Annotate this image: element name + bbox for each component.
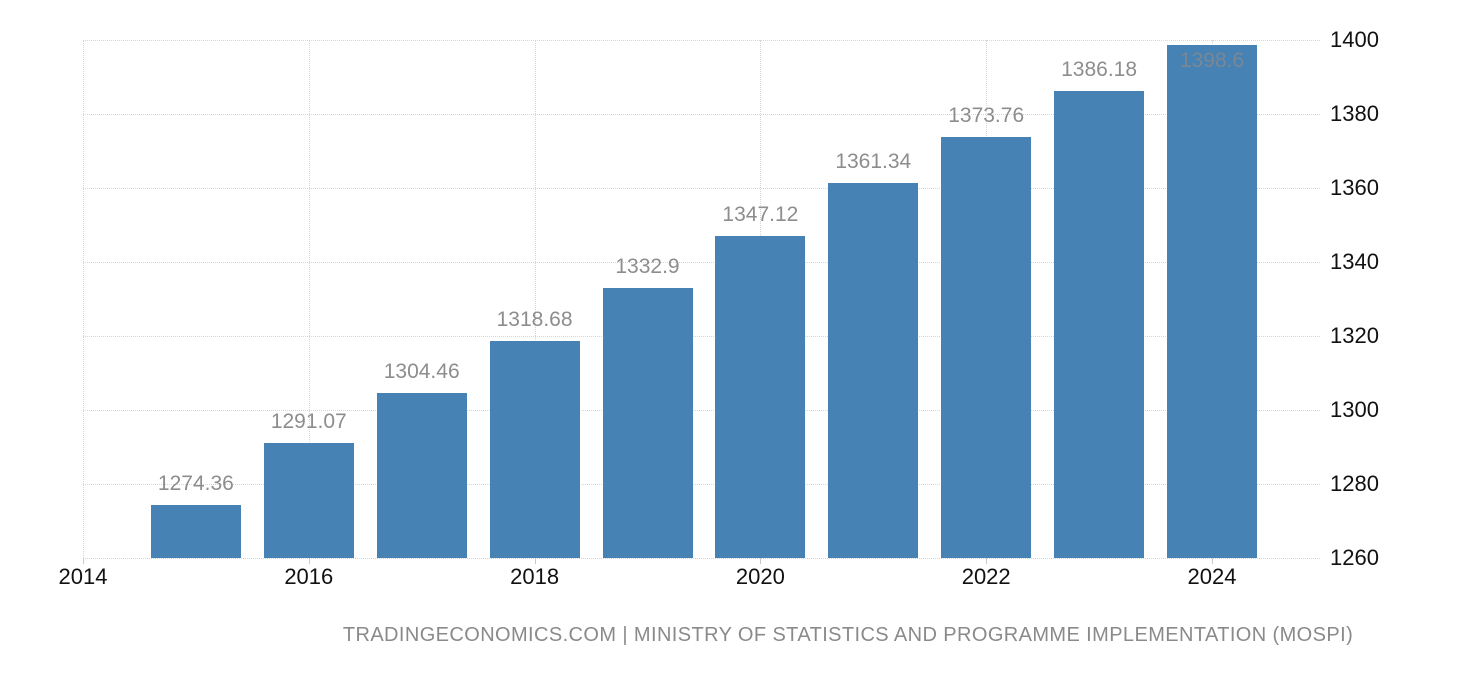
bar-value-label: 1318.68: [496, 307, 573, 331]
bar-value-label: 1332.9: [615, 255, 680, 279]
y-axis-tick-label: 1400: [1330, 27, 1379, 52]
x-axis-tick-label: 2018: [510, 564, 560, 589]
y-axis-tick-label: 1320: [1330, 323, 1379, 348]
y-gridline: [83, 188, 1320, 189]
bar-value-label: 1361.34: [835, 150, 912, 174]
bar[interactable]: [263, 443, 354, 558]
bar-value-label: 1347.12: [722, 202, 799, 226]
x-axis-tick-label: 2024: [1187, 564, 1237, 589]
y-gridline: [83, 484, 1320, 485]
y-gridline: [83, 410, 1320, 411]
y-gridline: [83, 114, 1320, 115]
x-axis-tick: [986, 558, 988, 564]
y-gridline: [83, 336, 1320, 337]
x-axis-tick: [308, 558, 310, 564]
bar[interactable]: [1054, 91, 1145, 558]
y-gridline: [83, 558, 1320, 559]
bar-value-label: 1398.6: [1179, 49, 1245, 73]
bar[interactable]: [376, 393, 467, 558]
bar[interactable]: [489, 340, 580, 558]
bar[interactable]: [828, 183, 919, 558]
bar-value-label: 1274.36: [157, 471, 234, 495]
x-axis-tick-label: 2022: [961, 564, 1011, 589]
x-gridline: [308, 40, 310, 558]
x-axis-tick-label: 2014: [58, 564, 108, 589]
y-axis-tick-label: 1380: [1330, 101, 1379, 126]
y-gridline: [83, 262, 1320, 263]
bar-value-label: 1373.76: [948, 104, 1025, 128]
bar[interactable]: [1167, 45, 1257, 558]
x-gridline: [534, 40, 536, 558]
bar-value-label: 1304.46: [383, 360, 460, 384]
x-axis-tick-label: 2016: [284, 564, 334, 589]
x-gridline: [83, 40, 84, 558]
y-axis-tick-label: 1340: [1330, 249, 1379, 274]
y-gridline: [83, 40, 1320, 41]
bar[interactable]: [150, 504, 241, 558]
x-axis-tick-label: 2020: [735, 564, 785, 589]
y-axis-tick-label: 1260: [1330, 545, 1379, 570]
y-axis-tick-label: 1280: [1330, 471, 1379, 496]
x-axis-tick: [760, 558, 762, 564]
x-axis-tick: [83, 558, 84, 564]
attribution-text: TRADINGECONOMICS.COM | MINISTRY OF STATI…: [342, 624, 1354, 646]
y-axis-tick-label: 1300: [1330, 397, 1379, 422]
x-axis-tick: [534, 558, 536, 564]
bar[interactable]: [941, 137, 1032, 558]
x-axis-tick: [1212, 558, 1213, 564]
bar[interactable]: [602, 288, 693, 558]
y-axis-tick-label: 1360: [1330, 175, 1379, 200]
bar-value-label: 1291.07: [270, 410, 347, 434]
bar-value-label: 1386.18: [1061, 58, 1138, 82]
bar[interactable]: [715, 235, 806, 558]
